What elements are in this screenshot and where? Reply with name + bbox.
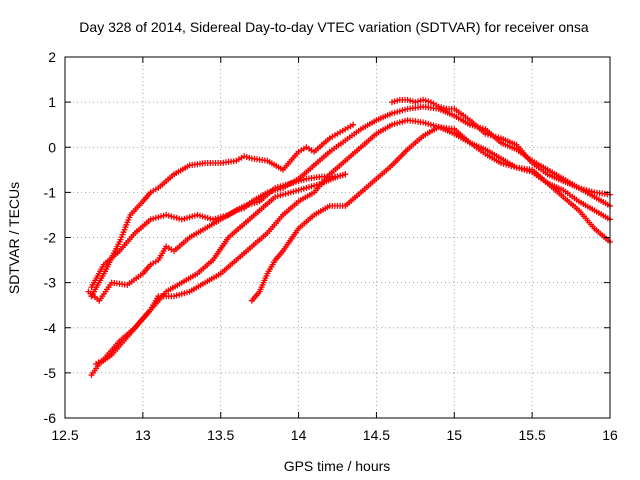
x-tick-label: 13.5 — [207, 427, 234, 443]
x-tick-label: 16 — [602, 427, 618, 443]
grid — [65, 57, 610, 418]
y-tick-label: -4 — [44, 320, 57, 336]
x-tick-labels: 12.5 13 13.5 14 14.5 15 15.5 16 — [51, 427, 618, 443]
y-tick-label: -6 — [44, 410, 57, 426]
y-tick-label: 0 — [48, 139, 56, 155]
series-track-7 — [389, 96, 613, 198]
x-tick-label: 14.5 — [363, 427, 390, 443]
y-tick-label: 2 — [48, 49, 56, 65]
y-tick-labels: -6 -5 -4 -3 -2 -1 0 1 2 — [44, 49, 57, 426]
y-axis-label: SDTVAR / TECUs — [6, 182, 22, 294]
tick-marks — [64, 56, 611, 419]
chart-title: Day 328 of 2014, Sidereal Day-to-day VTE… — [79, 19, 589, 35]
x-axis-label: GPS time / hours — [284, 458, 391, 474]
x-tick-label: 12.5 — [51, 427, 78, 443]
y-tick-label: 1 — [48, 94, 56, 110]
x-tick-label: 13 — [135, 427, 151, 443]
y-tick-label: -2 — [44, 230, 57, 246]
x-tick-label: 15.5 — [519, 427, 546, 443]
y-tick-label: -5 — [44, 365, 57, 381]
x-tick-label: 14 — [291, 427, 307, 443]
y-tick-label: -1 — [44, 184, 57, 200]
y-tick-label: -3 — [44, 275, 57, 291]
series-layer — [85, 96, 613, 379]
x-tick-label: 15 — [446, 427, 462, 443]
series-track-6 — [248, 123, 613, 304]
series-track-5 — [93, 171, 349, 367]
